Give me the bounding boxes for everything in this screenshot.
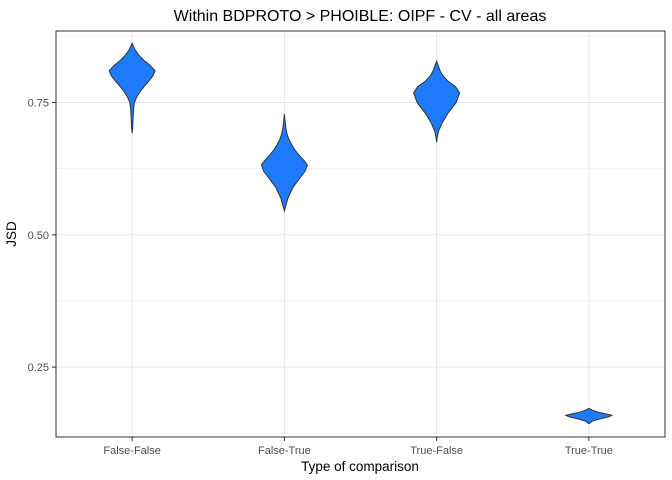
x-tick-label-false-true: False-True bbox=[258, 445, 311, 457]
x-axis-title: Type of comparison bbox=[301, 459, 419, 474]
y-tick-label-0.25: 0.25 bbox=[28, 362, 49, 374]
axis-ticks: 0.25 0.50 0.75 False-False False-True True-Fa… bbox=[28, 97, 613, 457]
violin-series-group bbox=[55, 30, 666, 438]
x-tick-label-false-false: False-False bbox=[103, 445, 160, 457]
violin-false-false bbox=[108, 41, 156, 134]
violin-true-true bbox=[564, 407, 614, 425]
chart-title: Within BDPROTO > PHOIBLE: OIPF - CV - al… bbox=[174, 8, 547, 25]
x-tick-label-true-false: True-False bbox=[410, 445, 463, 457]
y-axis-title: JSD bbox=[4, 221, 19, 247]
y-tick-label-0.50: 0.50 bbox=[28, 230, 49, 242]
plot-panel bbox=[56, 31, 665, 437]
y-tick-label-0.75: 0.75 bbox=[28, 97, 49, 109]
x-tick-label-true-true: True-True bbox=[565, 445, 613, 457]
plot-panel-border bbox=[55, 30, 666, 438]
violin-false-true bbox=[260, 114, 308, 213]
plot-background bbox=[56, 31, 665, 437]
violin-true-false bbox=[413, 59, 461, 143]
